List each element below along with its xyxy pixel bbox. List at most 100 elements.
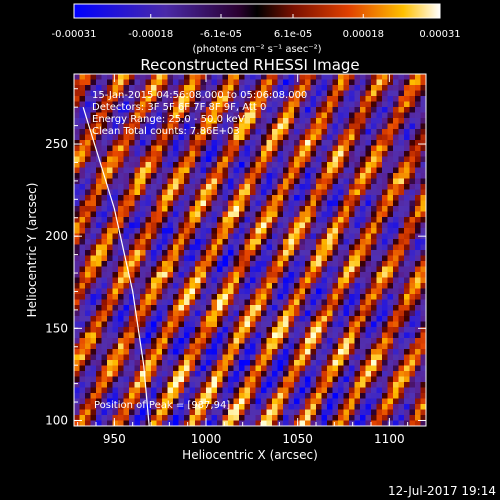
heatmap-cell	[233, 250, 240, 256]
heatmap-cell	[145, 266, 152, 273]
heatmap-cell	[409, 299, 416, 306]
heatmap-cell	[96, 134, 102, 141]
heatmap-cell	[299, 376, 306, 383]
heatmap-cell	[250, 349, 256, 355]
heatmap-cell	[112, 288, 119, 295]
heatmap-cell	[118, 404, 124, 410]
heatmap-cell	[420, 294, 426, 300]
heatmap-cell	[244, 404, 251, 410]
heatmap-cell	[310, 90, 317, 97]
heatmap-cell	[217, 420, 223, 426]
heatmap-cell	[228, 167, 234, 174]
heatmap-cell	[211, 387, 218, 394]
heatmap-cell	[316, 343, 322, 350]
heatmap-cell	[189, 195, 196, 201]
heatmap-cell	[387, 376, 394, 383]
heatmap-cell	[409, 118, 416, 124]
heatmap-cell	[404, 167, 410, 174]
heatmap-cell	[134, 145, 141, 152]
heatmap-cell	[74, 145, 80, 152]
heatmap-cell	[371, 118, 377, 124]
heatmap-cell	[211, 283, 218, 289]
heatmap-cell	[409, 211, 416, 218]
heatmap-cell	[123, 349, 130, 355]
heatmap-cell	[332, 90, 339, 97]
heatmap-cell	[134, 382, 141, 388]
heatmap-cell	[343, 371, 350, 377]
heatmap-cell	[360, 90, 366, 97]
heatmap-cell	[107, 310, 113, 317]
heatmap-cell	[217, 173, 223, 179]
heatmap-cell	[145, 244, 152, 251]
heatmap-cell	[85, 222, 91, 229]
heatmap-cell	[321, 316, 328, 322]
heatmap-cell	[112, 222, 119, 229]
heatmap-cell	[420, 354, 426, 361]
heatmap-cell	[123, 266, 130, 273]
heatmap-cell	[79, 200, 86, 207]
heatmap-cell	[195, 101, 201, 108]
heatmap-cell	[321, 415, 328, 421]
heatmap-cell	[409, 233, 416, 240]
heatmap-cell	[305, 184, 311, 190]
heatmap-cell	[145, 222, 152, 229]
heatmap-cell	[310, 200, 317, 207]
heatmap-cell	[398, 228, 405, 234]
heatmap-cell	[211, 195, 218, 201]
heatmap-cell	[129, 151, 135, 157]
heatmap-cell	[332, 118, 339, 124]
heatmap-cell	[299, 294, 306, 300]
heatmap-cell	[415, 415, 421, 421]
heatmap-cell	[173, 266, 179, 273]
heatmap-cell	[85, 189, 91, 196]
heatmap-cell	[250, 239, 256, 245]
heatmap-cell	[349, 387, 355, 394]
heatmap-cell	[107, 156, 113, 163]
heatmap-cell	[217, 338, 223, 344]
heatmap-cell	[420, 332, 426, 339]
heatmap-cell	[134, 343, 141, 350]
heatmap-cell	[250, 184, 256, 190]
heatmap-cell	[327, 310, 333, 317]
heatmap-cell	[178, 354, 185, 361]
heatmap-cell	[156, 145, 163, 152]
heatmap-cell	[85, 250, 91, 256]
heatmap-cell	[118, 420, 124, 426]
heatmap-cell	[360, 200, 366, 207]
heatmap-cell	[365, 206, 372, 212]
heatmap-cell	[393, 189, 399, 196]
heatmap-cell	[222, 332, 229, 339]
heatmap-cell	[354, 299, 361, 306]
heatmap-cell	[299, 321, 306, 328]
heatmap-cell	[305, 228, 311, 234]
heatmap-cell	[145, 189, 152, 196]
heatmap-cell	[134, 112, 141, 119]
heatmap-cell	[294, 283, 300, 289]
heatmap-cell	[321, 112, 328, 119]
heatmap-cell	[217, 244, 223, 251]
heatmap-cell	[404, 409, 410, 416]
heatmap-cell	[195, 250, 201, 256]
heatmap-cell	[107, 222, 113, 229]
heatmap-cell	[310, 360, 317, 366]
heatmap-cell	[360, 409, 366, 416]
heatmap-cell	[206, 178, 212, 185]
heatmap-cell	[222, 140, 229, 146]
heatmap-cell	[134, 173, 141, 179]
heatmap-cell	[255, 200, 262, 207]
heatmap-cell	[365, 371, 372, 377]
heatmap-cell	[129, 343, 135, 350]
heatmap-cell	[305, 409, 311, 416]
heatmap-cell	[277, 376, 284, 383]
heatmap-cell	[338, 305, 344, 311]
heatmap-cell	[415, 178, 421, 185]
heatmap-cell	[96, 244, 102, 251]
heatmap-cell	[305, 349, 311, 355]
heatmap-cell	[200, 255, 207, 262]
heatmap-cell	[140, 349, 146, 355]
heatmap-cell	[349, 360, 355, 366]
heatmap-cell	[354, 349, 361, 355]
heatmap-cell	[178, 178, 185, 185]
heatmap-cell	[195, 283, 201, 289]
heatmap-cell	[321, 123, 328, 130]
